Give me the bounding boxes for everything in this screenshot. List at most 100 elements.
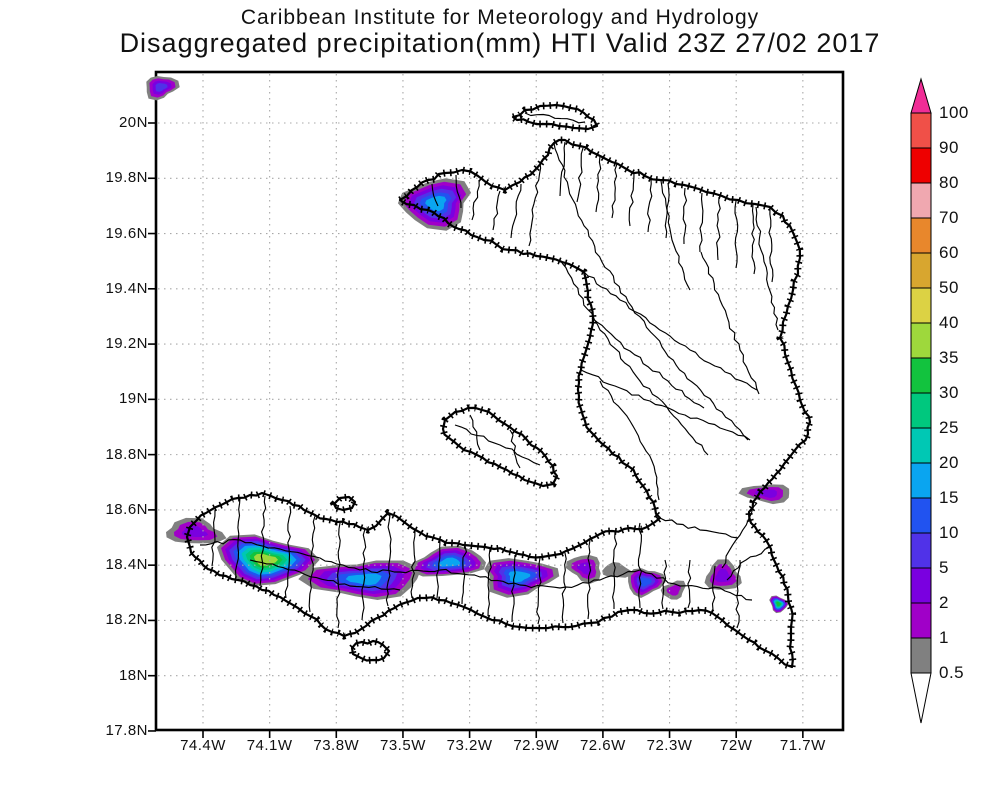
watershed-boundary xyxy=(587,539,592,620)
precip-cell-belle-anse xyxy=(715,569,732,583)
watershed-boundary xyxy=(561,552,567,624)
colorbar-segment xyxy=(910,252,932,289)
watershed-boundary xyxy=(524,112,586,124)
watershed-boundary xyxy=(721,502,758,569)
watershed-boundary xyxy=(661,559,668,610)
watershed-boundary xyxy=(469,414,481,451)
colorbar-tick-label: 50 xyxy=(939,278,959,297)
watershed-boundary xyxy=(659,517,739,539)
watershed-boundary xyxy=(716,196,721,261)
precip-cell-se-dot xyxy=(776,601,781,607)
colorbar xyxy=(910,77,932,724)
colorbar-tick-label: 20 xyxy=(939,453,959,472)
watershed-boundary xyxy=(361,528,367,621)
precip-cell-mole-st-nicolas xyxy=(425,195,447,212)
colorbar-tick-label: 0.5 xyxy=(939,663,965,682)
watershed-boundary xyxy=(461,545,467,605)
x-tick-label: 72W xyxy=(720,737,753,754)
precip-cell-massif-macaya xyxy=(345,573,382,586)
colorbar-tick-label: 1 xyxy=(939,628,949,647)
y-tick-label: 18.8N xyxy=(105,445,148,463)
colorbar-tick-label: 35 xyxy=(939,348,959,367)
lat-lon-gridlines xyxy=(158,74,841,728)
colorbar-tick-label: 70 xyxy=(939,208,959,227)
x-tick-label: 73.5W xyxy=(380,737,426,754)
watershed-boundary xyxy=(492,190,501,231)
plot-frame xyxy=(148,70,845,738)
watershed-boundary xyxy=(595,155,602,213)
watershed-boundary xyxy=(734,200,739,269)
chart-title: Disaggregated precipitation(mm) HTI Vali… xyxy=(119,28,881,58)
y-tick-label: 18.6N xyxy=(105,500,148,518)
watershed-boundary xyxy=(385,514,392,607)
x-tick-label: 71.7W xyxy=(779,737,826,754)
watershed-boundary xyxy=(687,559,692,609)
colorbar-segment xyxy=(910,217,932,254)
precip-cell-marigot xyxy=(639,577,652,587)
watershed-boundary xyxy=(436,540,441,599)
colorbar-tick-label: 60 xyxy=(939,243,959,262)
colorbar-tick-label: 40 xyxy=(939,313,959,332)
watershed-boundary xyxy=(611,163,618,219)
precip-cell-aquin xyxy=(437,557,461,567)
colorbar-tick-label: 80 xyxy=(939,173,959,192)
x-tick-label: 73.2W xyxy=(446,737,493,754)
colorbar-segment xyxy=(910,462,932,499)
watershed-boundary xyxy=(628,171,635,227)
colorbar-segment xyxy=(910,392,932,429)
y-tick-label: 19N xyxy=(118,390,148,408)
colorbar-segment xyxy=(910,287,932,324)
watershed-boundary xyxy=(471,179,480,221)
watershed-boundary xyxy=(612,531,618,609)
watershed-boundary xyxy=(591,317,705,409)
colorbar-segment xyxy=(910,532,932,569)
y-tick-label: 19.6N xyxy=(105,224,148,242)
watershed-boundary xyxy=(553,142,749,441)
watershed-boundary xyxy=(454,424,541,466)
organization-title: Caribbean Institute for Meteorology and … xyxy=(240,6,760,29)
coastline xyxy=(332,495,357,512)
colorbar-tick-label: 25 xyxy=(939,418,959,437)
watershed-boundary xyxy=(199,539,753,601)
precip-cell-jacmel xyxy=(576,562,592,575)
y-tick-label: 17.8N xyxy=(105,721,148,739)
watershed-boundary xyxy=(284,505,292,599)
x-tick-label: 72.6W xyxy=(579,737,626,754)
watershed-boundary xyxy=(249,559,401,591)
y-tick-label: 19.2N xyxy=(105,335,148,353)
coastline xyxy=(441,406,559,488)
watershed-boundary xyxy=(580,369,751,441)
y-tick-label: 18.2N xyxy=(105,611,148,629)
x-tick-label: 72.3W xyxy=(646,737,693,754)
colorbar-tick-label: 5 xyxy=(939,558,949,577)
y-tick-label: 18.4N xyxy=(105,556,148,574)
watershed-boundary xyxy=(211,509,216,567)
colorbar-tick-label: 2 xyxy=(939,593,949,612)
watershed-boundary xyxy=(510,183,522,239)
watershed-boundary xyxy=(751,204,756,275)
colorbar-segment xyxy=(910,357,932,394)
watershed-boundary xyxy=(647,177,653,233)
watershed-boundary xyxy=(700,251,760,395)
colorbar-tick-label: 100 xyxy=(939,103,969,122)
colorbar-segment xyxy=(910,567,932,604)
precip-cell-nw-corner xyxy=(155,83,168,92)
colorbar-arrow-top xyxy=(910,77,932,114)
precip-cell-gray-1 xyxy=(602,562,632,578)
x-tick-label: 73.8W xyxy=(313,737,360,754)
coastline xyxy=(511,103,599,131)
y-tick-label: 19.4N xyxy=(105,279,148,297)
colorbar-arrow-bottom xyxy=(910,672,932,724)
colorbar-segment xyxy=(910,322,932,359)
watershed-boundary xyxy=(511,554,516,623)
watershed-boundary xyxy=(336,522,341,629)
watershed-boundary xyxy=(768,207,774,283)
coastline xyxy=(350,639,391,662)
precip-cell-gray-2 xyxy=(666,584,681,596)
watershed-boundary xyxy=(599,380,660,501)
watershed-boundary xyxy=(682,187,688,245)
y-tick-label: 19.8N xyxy=(105,169,148,187)
watershed-boundary xyxy=(431,183,439,207)
colorbar-segment xyxy=(910,112,932,149)
